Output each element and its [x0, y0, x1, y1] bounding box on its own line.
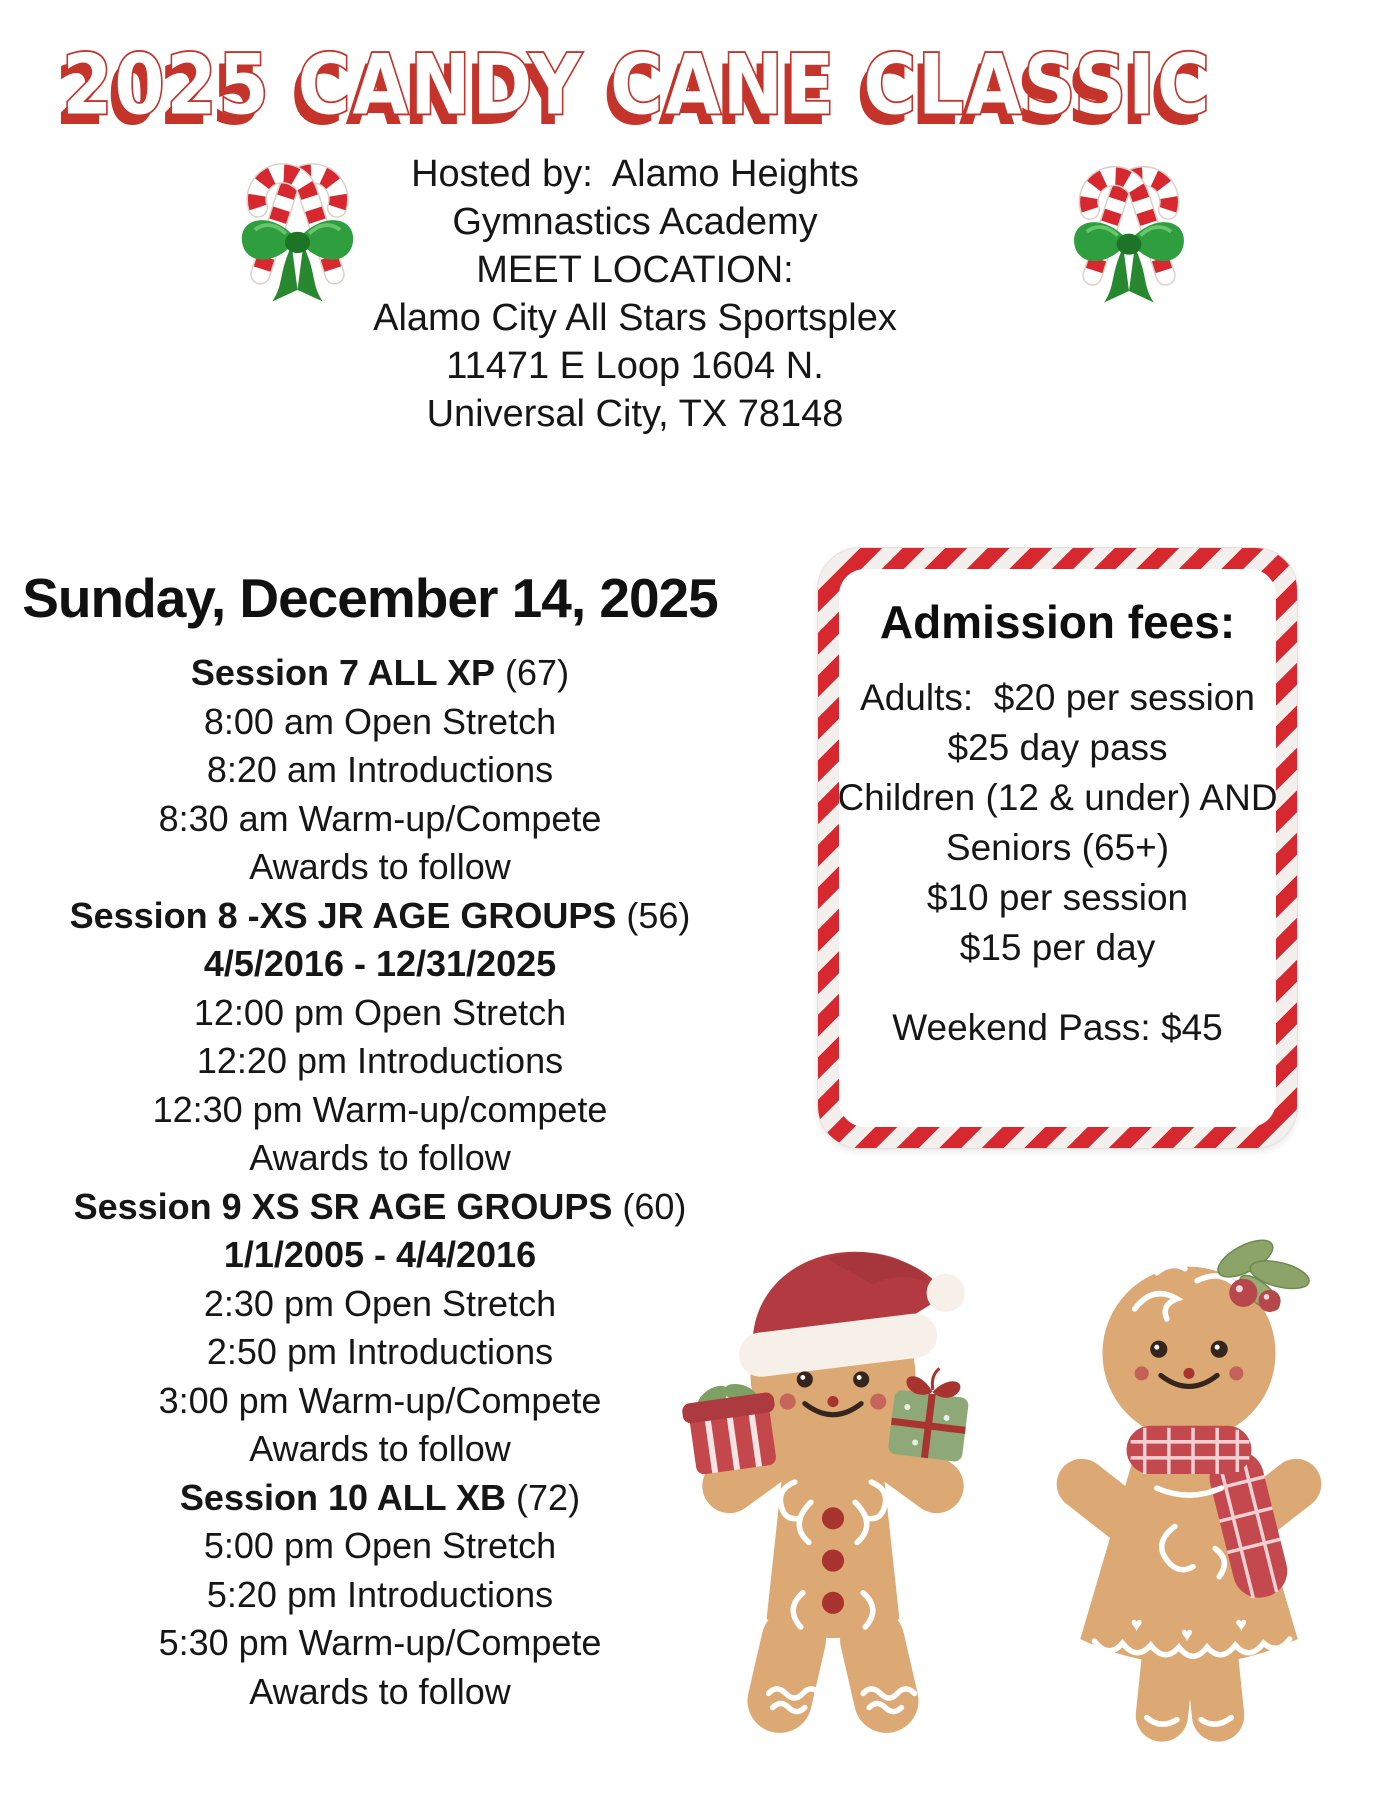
- schedule-line-text: 8:00 am Open Stretch: [203, 700, 557, 742]
- date-heading: Sunday, December 14, 2025: [22, 567, 718, 629]
- schedule-line-text: Awards to follow: [249, 1670, 511, 1712]
- green-gift-icon: [888, 1367, 969, 1462]
- schedule-line: 5:20 pm Introductions: [30, 1571, 730, 1620]
- host-location-block: Hosted by: Alamo Heights Gymnastics Acad…: [235, 150, 1035, 438]
- candy-canes-left-icon: [241, 163, 354, 302]
- schedule-line-text: 3:00 pm Warm-up/Compete: [158, 1379, 602, 1421]
- host-line: Universal City, TX 78148: [426, 393, 844, 435]
- heart-detail: ♥: [1131, 1614, 1143, 1636]
- schedule-line: 3:00 pm Warm-up/Compete: [30, 1377, 730, 1426]
- schedule-line: 12:30 pm Warm-up/compete: [30, 1086, 730, 1135]
- schedule-line: Session 10 ALL XB (72): [30, 1474, 730, 1523]
- admission-fees-heading: Admission fees:: [879, 596, 1236, 648]
- flyer-title: 2025 CANDY CANE CLASSIC: [62, 38, 1211, 134]
- schedule-line: 8:00 am Open Stretch: [30, 698, 730, 747]
- schedule-line: Awards to follow: [30, 1425, 730, 1474]
- admission-fees-box: Admission fees: Adults: $20 per session …: [818, 548, 1297, 1148]
- flyer-title-shadow: 2025 CANDY CANE CLASSIC: [55, 48, 1204, 144]
- schedule-line-bold: Session 9 XS SR AGE GROUPS: [73, 1185, 613, 1227]
- schedule-line-text: (67): [495, 652, 570, 693]
- gingerbread-girl-illustration: ♥ ♥ ♥: [1056, 1239, 1322, 1742]
- schedule-line-text: (60): [612, 1185, 687, 1227]
- schedule-line-text: 5:00 pm Open Stretch: [203, 1525, 557, 1566]
- admission-fee-line: $10 per session: [926, 877, 1189, 918]
- admission-fee-line: Seniors (65+): [945, 827, 1170, 868]
- schedule-line-text: Awards to follow: [249, 1137, 511, 1178]
- heart-detail: ♥: [1235, 1614, 1247, 1636]
- schedule-line-text: Awards to follow: [249, 1428, 511, 1469]
- admission-fees-content: Admission fees: Adults: $20 per session …: [818, 569, 1297, 1049]
- schedule-line: Session 8 -XS JR AGE GROUPS (56): [30, 892, 730, 941]
- schedule-line-bold: 4/5/2016 - 12/31/2025: [203, 943, 557, 984]
- schedule-line-text: Awards to follow: [249, 846, 511, 887]
- candy-canes-right-icon: [1074, 166, 1184, 303]
- schedule-line: 12:20 pm Introductions: [30, 1037, 730, 1086]
- red-gift-icon: [682, 1383, 776, 1475]
- schedule-line-text: 2:30 pm Open Stretch: [203, 1282, 557, 1324]
- schedule-line-text: 8:30 am Warm-up/Compete: [158, 797, 602, 839]
- host-line: Gymnastics Academy: [452, 201, 818, 243]
- schedule-line: 4/5/2016 - 12/31/2025: [30, 940, 730, 989]
- host-line: 11471 E Loop 1604 N.: [446, 345, 824, 387]
- schedule-line: 5:00 pm Open Stretch: [30, 1522, 730, 1571]
- schedule-line-text: 12:20 pm Introductions: [196, 1040, 564, 1081]
- heart-detail: ♥: [1181, 1624, 1193, 1646]
- schedule-line: 2:50 pm Introductions: [30, 1328, 730, 1377]
- host-line: MEET LOCATION:: [476, 249, 794, 291]
- schedule-line: Session 9 XS SR AGE GROUPS (60): [30, 1183, 730, 1232]
- schedule-line: Awards to follow: [30, 1668, 730, 1717]
- plaid-scarf: [1126, 1425, 1288, 1599]
- admission-fee-lines: Adults: $20 per session $25 day pass Chi…: [818, 673, 1297, 973]
- schedule-line: 8:30 am Warm-up/Compete: [30, 795, 730, 844]
- admission-fee-line: Children (12 & under) AND: [837, 777, 1278, 818]
- schedule-line: Awards to follow: [30, 1134, 730, 1183]
- schedule-line-text: 8:20 am Introductions: [206, 749, 554, 790]
- schedule-line: 2:30 pm Open Stretch: [30, 1280, 730, 1329]
- schedule-line-text: 2:50 pm Introductions: [206, 1331, 554, 1372]
- holly-icon: [1217, 1239, 1310, 1312]
- schedule-line-text: (72): [506, 1476, 581, 1518]
- schedule-line: 1/1/2005 - 4/4/2016: [30, 1231, 730, 1280]
- schedule-line: 8:20 am Introductions: [30, 746, 730, 795]
- weekend-pass-line: Weekend Pass: $45: [892, 1007, 1223, 1048]
- session-schedule: Session 7 ALL XP (67) 8:00 am Open Stret…: [30, 649, 730, 1716]
- host-line: Alamo City All Stars Sportsplex: [373, 297, 897, 339]
- schedule-line: Session 7 ALL XP (67): [30, 649, 730, 698]
- admission-fees-inner-panel: [839, 569, 1276, 1127]
- schedule-line-text: 5:20 pm Introductions: [206, 1573, 554, 1615]
- schedule-line: 5:30 pm Warm-up/Compete: [30, 1619, 730, 1668]
- schedule-line-text: 5:30 pm Warm-up/Compete: [158, 1622, 602, 1663]
- schedule-line-text: 12:30 pm Warm-up/compete: [152, 1088, 608, 1130]
- gingerbread-man-illustration: [682, 1251, 969, 1733]
- schedule-line-bold: Session 7 ALL XP: [190, 652, 496, 693]
- flyer-title-art: 2025 CANDY CANE CLASSIC 2025 CANDY CANE …: [55, 36, 1211, 144]
- schedule-line-bold: Session 8 -XS JR AGE GROUPS: [69, 894, 617, 936]
- schedule-line-text: (56): [616, 894, 691, 936]
- schedule-line: 12:00 pm Open Stretch: [30, 989, 730, 1038]
- schedule-line-bold: Session 10 ALL XB: [179, 1476, 507, 1518]
- admission-fee-line: Adults: $20 per session: [860, 677, 1255, 718]
- schedule-line-text: 12:00 pm Open Stretch: [193, 991, 567, 1033]
- admission-fee-line: $25 day pass: [947, 727, 1168, 768]
- schedule-line: Awards to follow: [30, 843, 730, 892]
- schedule-line-bold: 1/1/2005 - 4/4/2016: [223, 1234, 537, 1275]
- host-line: Hosted by: Alamo Heights: [411, 153, 859, 195]
- admission-fee-line: $15 per day: [959, 927, 1156, 968]
